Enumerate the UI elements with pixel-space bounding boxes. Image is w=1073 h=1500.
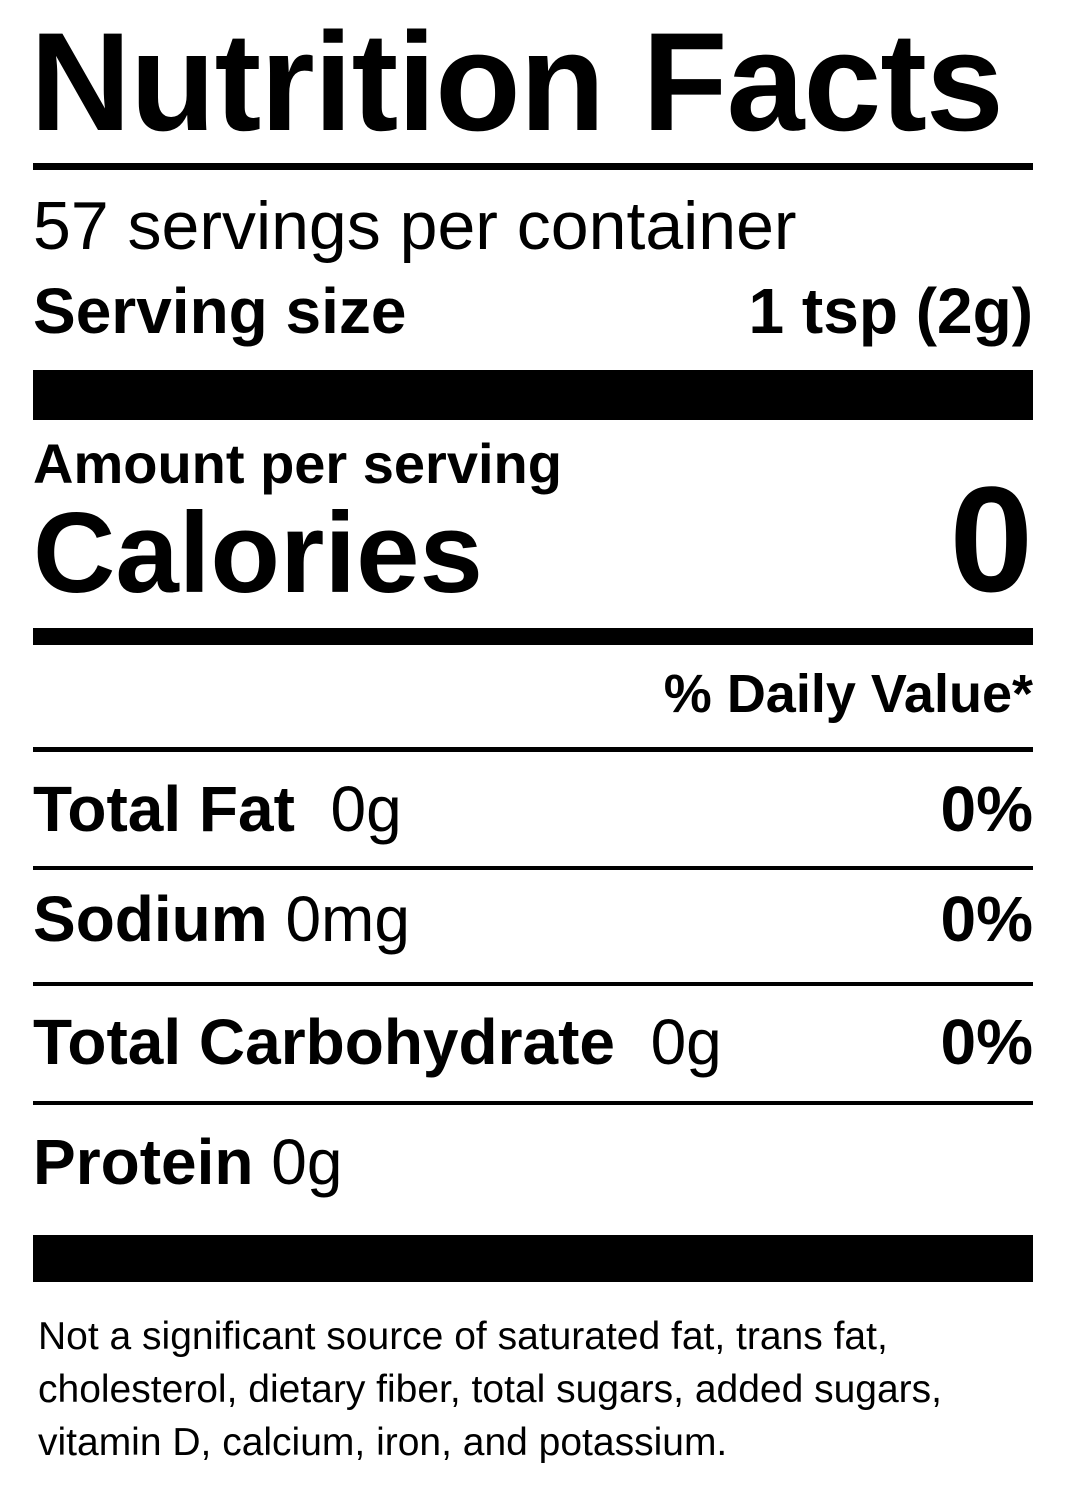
daily-value-header: % Daily Value* — [663, 664, 1033, 724]
calories-label: Calories — [33, 490, 483, 617]
label-title: Nutrition Facts — [30, 3, 1004, 160]
nutrient-dv: 0% — [940, 1006, 1034, 1078]
nutrient-amount: 0g — [330, 773, 402, 845]
nutrient-row-total-fat: Total Fat 0g — [33, 777, 402, 841]
nutrient-row-total-carbohydrate: Total Carbohydrate 0g — [33, 1010, 722, 1074]
nutrient-amount: 0g — [650, 1006, 722, 1078]
serving-size-value: 1 tsp (2g) — [748, 275, 1033, 347]
amount-per-serving: Amount per serving — [33, 432, 562, 495]
divider — [33, 866, 1033, 870]
nutrient-name: Total Fat — [33, 773, 295, 845]
nutrient-name: Total Carbohydrate — [33, 1006, 615, 1078]
divider — [33, 163, 1033, 170]
divider — [33, 747, 1033, 752]
serving-size-label: Serving size — [33, 275, 407, 347]
medium-divider — [33, 628, 1033, 645]
divider — [33, 982, 1033, 986]
nutrient-name: Protein — [33, 1126, 254, 1198]
nutrient-amount: 0g — [271, 1126, 343, 1198]
nutrient-dv: 0% — [940, 773, 1034, 845]
nutrient-dv: 0% — [940, 883, 1034, 955]
nutrient-amount: 0mg — [285, 883, 410, 955]
thick-divider — [33, 370, 1033, 420]
nutrient-row-protein: Protein 0g — [33, 1130, 342, 1194]
divider — [33, 1101, 1033, 1105]
thick-divider — [33, 1235, 1033, 1282]
nutrient-name: Sodium — [33, 883, 268, 955]
servings-per-container: 57 servings per container — [33, 188, 797, 264]
footnote: Not a significant source of saturated fa… — [38, 1315, 943, 1464]
nutrient-row-sodium: Sodium 0mg — [33, 887, 410, 951]
calories-value: 0 — [949, 455, 1033, 623]
